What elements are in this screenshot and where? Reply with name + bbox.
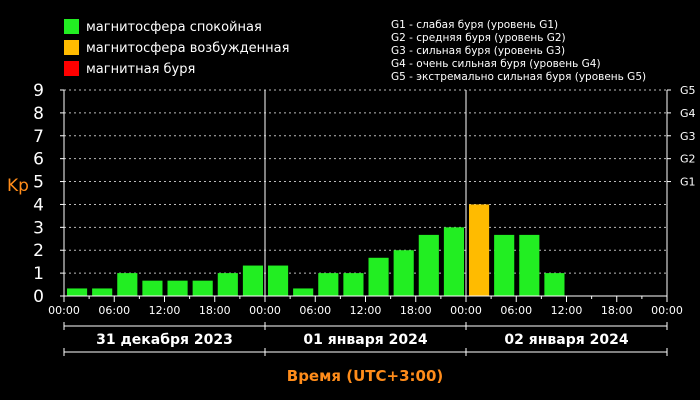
kp-bar (268, 265, 289, 296)
y-axis-label: Kp (7, 176, 29, 196)
kp-bar (418, 234, 439, 296)
day-label: 02 января 2024 (504, 332, 628, 348)
x-tick-label: 18:00 (400, 304, 432, 317)
x-tick-label: 12:00 (551, 304, 583, 317)
kp-bar (494, 234, 515, 296)
chart-grid (64, 89, 667, 274)
y-tick-label: 8 (33, 104, 44, 124)
legend-swatch-active (64, 40, 79, 55)
kp-bar (343, 273, 364, 296)
g-legend-line: G3 - сильная буря (уровень G3) (391, 45, 565, 57)
kp-bar (167, 280, 188, 296)
day-labels: 31 декабря 2023 01 января 2024 02 января 2… (63, 322, 668, 356)
legend-swatch-quiet (64, 19, 79, 34)
x-tick-label: 12:00 (350, 304, 382, 317)
x-tick-label: 00:00 (651, 304, 683, 317)
x-tick-label: 06:00 (98, 304, 130, 317)
legend-swatch-storm (64, 61, 79, 76)
storm-scale-legend: G1 - слабая буря (уровень G1) G2 - средн… (391, 19, 646, 83)
g-tick-label: G2 (680, 153, 696, 166)
x-tick-label: 18:00 (199, 304, 231, 317)
x-tick-label: 00:00 (48, 304, 80, 317)
y-tick-label: 0 (33, 287, 44, 307)
g-tick-label: G5 (680, 84, 696, 97)
x-axis-ticks: 00:00 06:00 12:00 18:00 00:00 06:00 12:00 18:00… (48, 296, 683, 317)
x-axis-label: Время (UTC+3:00) (287, 367, 443, 385)
y-axis-ticks: 0 1 2 3 45 6 7 8 9 (33, 81, 64, 307)
kp-bar (519, 234, 540, 296)
kp-bar (469, 204, 490, 296)
kp-bar (544, 273, 565, 296)
y-tick-label: 6 (33, 150, 44, 170)
y-tick-label: 3 (33, 218, 44, 238)
kp-bar (117, 273, 138, 296)
g-legend-line: G5 - экстремально сильная буря (уровень … (391, 71, 646, 83)
kp-bar (368, 257, 389, 296)
kp-bar (67, 288, 88, 296)
day-label: 31 декабря 2023 (96, 332, 233, 348)
y-tick-label: 1 (33, 264, 44, 284)
x-tick-label: 12:00 (149, 304, 181, 317)
legend-label-storm: магнитная буря (86, 62, 195, 77)
x-tick-label: 18:00 (601, 304, 633, 317)
kp-bar (242, 265, 263, 296)
g-legend-line: G4 - очень сильная буря (уровень G4) (391, 58, 601, 70)
y-tick-label: 5 (33, 173, 44, 193)
y-tick-label: 9 (33, 81, 44, 101)
x-tick-label: 06:00 (500, 304, 532, 317)
chart-frame (63, 90, 668, 297)
kp-bar (443, 227, 464, 296)
kp-bar (217, 273, 238, 296)
g-tick-label: G4 (680, 107, 696, 120)
chart-bars (67, 204, 565, 296)
g-tick-label: G1 (680, 176, 696, 189)
g-tick-label: G3 (680, 130, 696, 143)
kp-bar (192, 280, 213, 296)
level-legend: магнитосфера спокойная магнитосфера возб… (64, 19, 289, 77)
kp-bar (92, 288, 113, 296)
x-tick-label: 00:00 (249, 304, 281, 317)
y-tick-label: 7 (33, 127, 44, 147)
kp-bar (142, 280, 163, 296)
legend-label-active: магнитосфера возбужденная (86, 41, 289, 56)
day-label: 01 января 2024 (303, 332, 427, 348)
kp-bar (318, 273, 339, 296)
kp-bar (393, 250, 414, 296)
y-tick-label: 2 (33, 241, 44, 261)
g-legend-line: G2 - средняя буря (уровень G2) (391, 32, 566, 44)
legend-label-quiet: магнитосфера спокойная (86, 20, 262, 35)
g-axis-ticks: G1 G2 G3 G4 G5 (667, 84, 696, 189)
g-legend-line: G1 - слабая буря (уровень G1) (391, 19, 558, 31)
kp-bar (293, 288, 314, 296)
y-tick-label: 4 (33, 195, 44, 215)
x-tick-label: 00:00 (450, 304, 482, 317)
x-tick-label: 06:00 (299, 304, 331, 317)
